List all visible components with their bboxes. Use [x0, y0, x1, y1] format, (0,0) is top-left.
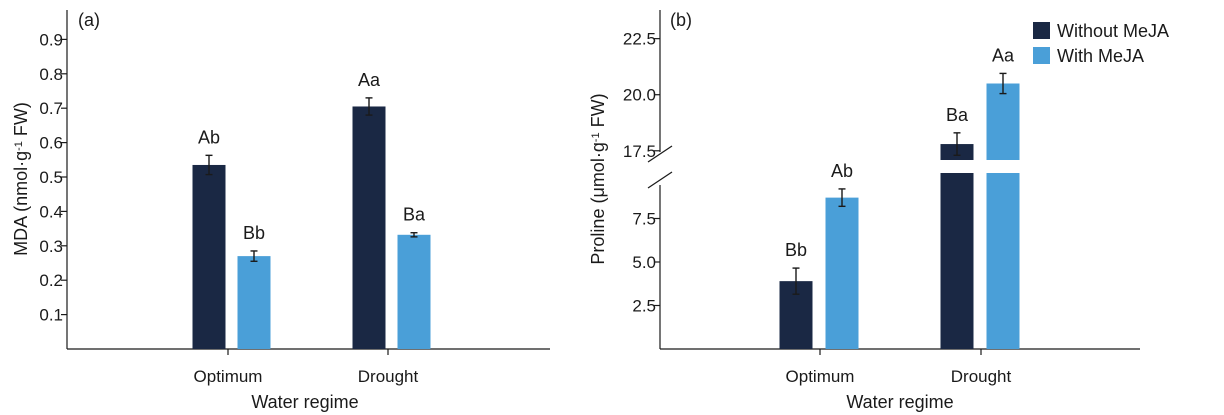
x-tick-label: Drought	[951, 367, 1012, 386]
panel-label: (b)	[670, 10, 692, 30]
bar-annotation: Bb	[785, 240, 807, 260]
y-tick-label: 0.8	[39, 65, 63, 84]
axis-break-mark	[647, 145, 673, 163]
legend-label: Without MeJA	[1057, 21, 1169, 41]
y-axis-title-part: -1	[590, 132, 602, 142]
bar-annotation: Aa	[358, 70, 381, 90]
bar-annotation: Ab	[831, 161, 853, 181]
y-tick-label: 0.1	[39, 306, 63, 325]
y-axis-title: Proline (μmol·g-1 FW)	[588, 93, 608, 264]
bar	[825, 197, 859, 349]
x-axis-title: Water regime	[251, 392, 358, 412]
panel-a: (a) 0.1 0.2 0.3 0.4 0.5 0.6 0.7 0.8 0.9 Optimum Dro…	[11, 10, 550, 412]
legend-swatch	[1033, 22, 1050, 39]
bar-annotation: Aa	[992, 45, 1015, 65]
y-tick-label: 7.5	[632, 210, 656, 229]
bar-lower-segment	[986, 173, 1020, 349]
y-tick-label: 20.0	[623, 86, 656, 105]
y-tick-label: 0.3	[39, 237, 63, 256]
y-tick-label: 17.5	[623, 142, 656, 161]
y-axis-title-part: MDA (nmol·g	[11, 151, 31, 256]
y-axis-title-part: -1	[13, 141, 25, 151]
legend: Without MeJA With MeJA	[1033, 21, 1169, 66]
legend-label: With MeJA	[1057, 46, 1144, 66]
bar-annotation: Ab	[198, 127, 220, 147]
y-tick-label: 0.7	[39, 99, 63, 118]
legend-swatch	[1033, 47, 1050, 64]
y-tick-label: 2.5	[632, 297, 656, 316]
bar	[237, 256, 271, 349]
x-tick-label: Drought	[358, 367, 419, 386]
y-axis-title: MDA (nmol·g-1 FW)	[11, 102, 31, 256]
y-tick-label: 0.6	[39, 134, 63, 153]
y-tick-label: 0.9	[39, 30, 63, 49]
x-axis-title: Water regime	[846, 392, 953, 412]
x-tick-label: Optimum	[194, 367, 263, 386]
bar	[192, 164, 226, 349]
x-tick-label: Optimum	[786, 367, 855, 386]
y-tick-label: 0.5	[39, 168, 63, 187]
bar-annotation: Bb	[243, 223, 265, 243]
y-tick-label: 0.2	[39, 271, 63, 290]
panel-b: (b) 2.5 5.0 7.5 17.5 20.0 22.5 Optimum Drought Wa…	[588, 10, 1140, 412]
axis-break-mark	[647, 171, 673, 189]
bar-annotation: Ba	[946, 105, 969, 125]
bar-annotation: Ba	[403, 205, 426, 225]
bar-lower-segment	[940, 173, 974, 349]
y-tick-label: 5.0	[632, 253, 656, 272]
y-axis-title-part: FW)	[11, 102, 31, 141]
bar	[352, 106, 386, 349]
bar-upper-segment	[986, 83, 1020, 160]
panel-label: (a)	[78, 10, 100, 30]
y-tick-label: 22.5	[623, 30, 656, 49]
bar	[397, 234, 431, 349]
y-axis-title-part: Proline (μmol·g	[588, 142, 608, 264]
y-axis-title-part: FW)	[588, 93, 608, 132]
y-tick-label: 0.4	[39, 202, 63, 221]
